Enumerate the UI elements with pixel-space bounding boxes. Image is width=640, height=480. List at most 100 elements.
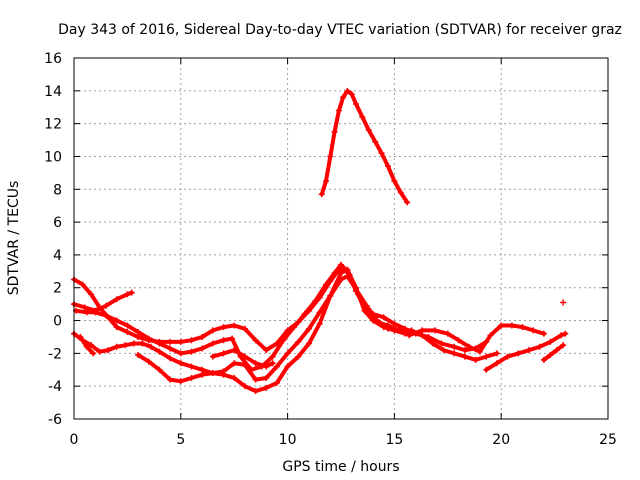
data-point-marker xyxy=(540,356,547,363)
data-point-marker xyxy=(391,178,398,185)
data-point-marker xyxy=(406,332,413,339)
data-point-marker xyxy=(461,347,468,354)
data-point-marker xyxy=(483,338,490,345)
data-point-marker xyxy=(177,360,184,367)
data-point-marker xyxy=(461,353,468,360)
data-point-marker xyxy=(252,337,259,344)
data-point-marker xyxy=(188,337,195,344)
x-tick-label: 5 xyxy=(176,432,185,448)
y-tick-label: 8 xyxy=(53,182,62,198)
data-point-marker xyxy=(220,371,227,378)
data-point-marker xyxy=(83,309,90,316)
data-point-marker xyxy=(472,345,479,352)
data-point-marker xyxy=(493,350,500,357)
data-point-marker xyxy=(472,356,479,363)
y-tick-label: 6 xyxy=(53,215,62,231)
y-axis-label: SDTVAR / TECUs xyxy=(6,181,22,296)
data-point-marker xyxy=(331,269,338,276)
data-point-marker xyxy=(327,292,334,299)
data-point-marker xyxy=(391,327,398,334)
data-point-marker xyxy=(231,322,238,329)
data-point-marker xyxy=(188,348,195,355)
data-point-marker xyxy=(177,350,184,357)
data-point-marker xyxy=(519,324,526,331)
data-point-marker xyxy=(284,350,291,357)
data-point-marker xyxy=(476,348,483,355)
data-point-marker xyxy=(338,269,344,276)
data-point-marker xyxy=(402,330,409,337)
data-point-marker xyxy=(284,363,291,370)
data-point-marker xyxy=(560,342,567,349)
data-point-marker xyxy=(483,353,490,360)
data-point-marker xyxy=(231,347,238,354)
data-point-marker xyxy=(291,324,298,331)
data-point-marker xyxy=(331,128,338,135)
y-tick-label: -4 xyxy=(48,379,62,395)
data-point-marker xyxy=(103,312,110,319)
data-point-marker xyxy=(525,347,532,354)
data-point-marker xyxy=(340,94,347,101)
series-trace xyxy=(541,343,566,362)
data-point-marker xyxy=(391,320,398,327)
data-point-marker xyxy=(562,330,569,337)
data-point-marker xyxy=(229,335,236,342)
data-point-marker xyxy=(312,297,319,304)
data-point-marker xyxy=(530,327,537,334)
data-point-marker xyxy=(124,322,131,329)
y-tick-label: 12 xyxy=(44,117,62,133)
plot-frame xyxy=(73,57,609,420)
data-point-marker xyxy=(547,338,554,345)
series-isolated xyxy=(560,299,567,306)
data-point-marker xyxy=(139,340,146,347)
data-point-marker xyxy=(536,343,543,350)
data-point-marker xyxy=(378,150,385,157)
x-tick-label: 15 xyxy=(385,432,403,448)
data-point-marker xyxy=(269,360,276,367)
data-point-marker xyxy=(83,343,90,350)
data-point-marker xyxy=(451,350,458,357)
data-point-marker xyxy=(295,338,302,345)
data-point-marker xyxy=(280,337,287,344)
data-point-marker xyxy=(553,347,560,354)
data-point-marker xyxy=(440,347,447,354)
data-point-marker xyxy=(209,340,216,347)
data-point-marker xyxy=(113,324,120,331)
series-layer xyxy=(71,87,569,395)
data-point-marker xyxy=(397,189,404,196)
data-point-marker xyxy=(504,353,511,360)
y-tick-label: 2 xyxy=(53,281,62,297)
data-point-marker xyxy=(156,340,163,347)
data-point-marker xyxy=(79,281,86,288)
x-tick-label: 0 xyxy=(70,432,79,448)
data-point-marker xyxy=(558,332,565,339)
series-arc-i xyxy=(77,333,97,357)
data-point-marker xyxy=(301,310,308,317)
data-point-marker xyxy=(380,324,387,331)
data-point-marker xyxy=(323,281,330,288)
data-point-marker xyxy=(167,376,174,383)
data-point-marker xyxy=(327,153,334,160)
y-tick-label: 16 xyxy=(44,51,62,67)
data-point-marker xyxy=(493,360,500,367)
data-point-marker xyxy=(323,178,330,185)
data-point-marker xyxy=(188,374,195,381)
data-point-marker xyxy=(209,353,216,360)
data-point-marker xyxy=(316,320,323,327)
data-point-marker xyxy=(103,302,110,309)
data-point-marker xyxy=(316,309,323,316)
data-point-marker xyxy=(252,376,259,383)
data-point-marker xyxy=(92,307,99,314)
data-point-marker xyxy=(220,337,227,344)
data-point-marker xyxy=(370,317,377,324)
data-point-marker xyxy=(338,261,344,268)
data-point-marker xyxy=(348,91,355,98)
data-point-marker xyxy=(231,374,238,381)
x-axis-label: GPS time / hours xyxy=(282,459,399,475)
data-point-marker xyxy=(560,299,567,306)
data-point-marker xyxy=(147,343,154,350)
series-arc-f xyxy=(209,347,276,370)
data-point-marker xyxy=(305,325,312,332)
data-point-marker xyxy=(113,296,120,303)
